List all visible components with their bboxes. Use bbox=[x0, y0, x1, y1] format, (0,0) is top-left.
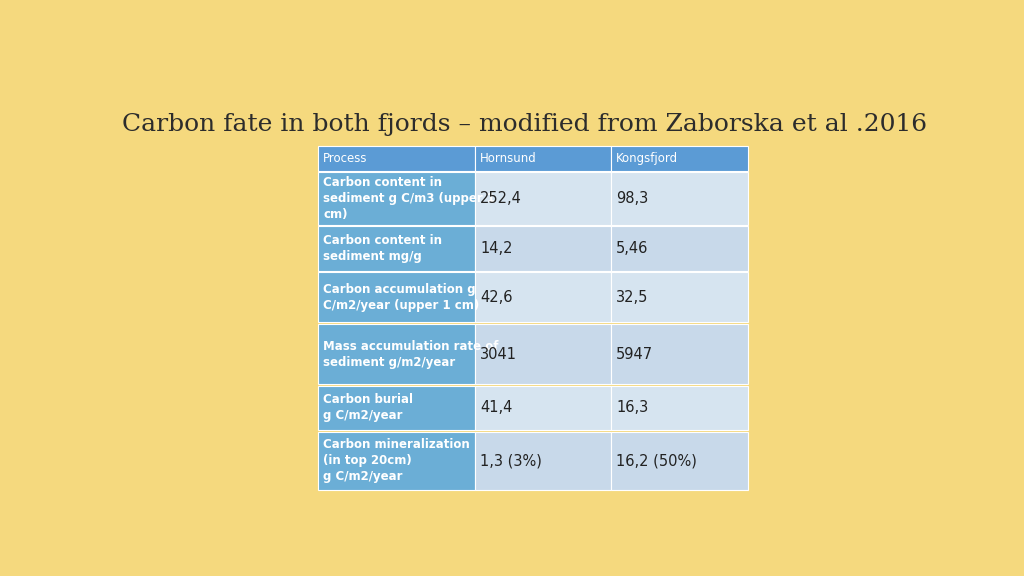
Text: Carbon content in
sediment mg/g: Carbon content in sediment mg/g bbox=[324, 234, 442, 263]
Text: 14,2: 14,2 bbox=[480, 241, 513, 256]
Text: Kongsfjord: Kongsfjord bbox=[616, 152, 678, 165]
FancyBboxPatch shape bbox=[475, 432, 610, 490]
Text: 32,5: 32,5 bbox=[616, 290, 648, 305]
FancyBboxPatch shape bbox=[317, 226, 475, 271]
FancyBboxPatch shape bbox=[475, 146, 610, 170]
FancyBboxPatch shape bbox=[475, 226, 610, 271]
Text: 16,3: 16,3 bbox=[616, 400, 648, 415]
Text: Process: Process bbox=[324, 152, 368, 165]
Text: 5947: 5947 bbox=[616, 347, 653, 362]
FancyBboxPatch shape bbox=[317, 385, 475, 430]
Text: Carbon accumulation g
C/m2/year (upper 1 cm): Carbon accumulation g C/m2/year (upper 1… bbox=[324, 283, 479, 312]
FancyBboxPatch shape bbox=[475, 172, 610, 225]
Text: Carbon content in
sediment g C/m3 (upper 1
cm): Carbon content in sediment g C/m3 (upper… bbox=[324, 176, 496, 221]
Text: 41,4: 41,4 bbox=[480, 400, 513, 415]
FancyBboxPatch shape bbox=[610, 385, 748, 430]
FancyBboxPatch shape bbox=[610, 172, 748, 225]
Text: 252,4: 252,4 bbox=[480, 191, 522, 206]
FancyBboxPatch shape bbox=[317, 172, 475, 225]
Text: Mass accumulation rate of
sediment g/m2/year: Mass accumulation rate of sediment g/m2/… bbox=[324, 339, 499, 369]
Text: 3041: 3041 bbox=[480, 347, 517, 362]
Text: 98,3: 98,3 bbox=[616, 191, 648, 206]
FancyBboxPatch shape bbox=[317, 324, 475, 384]
Text: 1,3 (3%): 1,3 (3%) bbox=[480, 453, 542, 468]
Text: Carbon burial
g C/m2/year: Carbon burial g C/m2/year bbox=[324, 393, 414, 422]
FancyBboxPatch shape bbox=[317, 272, 475, 323]
Text: Hornsund: Hornsund bbox=[480, 152, 537, 165]
FancyBboxPatch shape bbox=[610, 432, 748, 490]
Text: 5,46: 5,46 bbox=[616, 241, 648, 256]
Text: Carbon mineralization
(in top 20cm)
g C/m2/year: Carbon mineralization (in top 20cm) g C/… bbox=[324, 438, 470, 483]
Text: 42,6: 42,6 bbox=[480, 290, 513, 305]
FancyBboxPatch shape bbox=[475, 324, 610, 384]
FancyBboxPatch shape bbox=[475, 385, 610, 430]
Text: Carbon fate in both fjords – modified from Zaborska et al .2016: Carbon fate in both fjords – modified fr… bbox=[122, 113, 928, 136]
FancyBboxPatch shape bbox=[610, 146, 748, 170]
FancyBboxPatch shape bbox=[317, 146, 475, 170]
FancyBboxPatch shape bbox=[475, 272, 610, 323]
FancyBboxPatch shape bbox=[610, 324, 748, 384]
Text: 16,2 (50%): 16,2 (50%) bbox=[616, 453, 697, 468]
FancyBboxPatch shape bbox=[610, 272, 748, 323]
FancyBboxPatch shape bbox=[317, 432, 475, 490]
FancyBboxPatch shape bbox=[610, 226, 748, 271]
